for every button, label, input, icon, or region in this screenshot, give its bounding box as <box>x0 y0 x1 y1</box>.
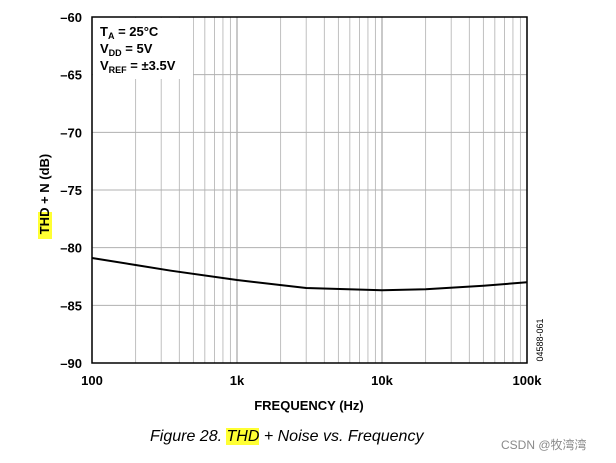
caption-highlight: THD <box>226 428 260 445</box>
y-tick-labels: –60 –65 –70 –75 –80 –85 –90 <box>60 10 82 371</box>
caption-suffix: + Noise vs. Frequency <box>259 428 424 445</box>
y-tick-label: –75 <box>60 183 82 198</box>
x-tick-label: 100k <box>513 373 543 388</box>
y-axis-title-rest: + N (dB) <box>37 154 52 208</box>
series-line <box>91 257 528 292</box>
x-tick-label: 1k <box>230 373 245 388</box>
conditions-background <box>93 18 193 79</box>
y-axis-title-highlight-text: THD <box>37 208 52 235</box>
figure-caption: Figure 28. THD + Noise vs. Frequency <box>150 428 423 446</box>
condition-vdd: VDD = 5V <box>100 41 153 58</box>
x-tick-labels: 100 1k 10k 100k <box>81 373 542 388</box>
condition-ta: TA = 25°C <box>100 24 159 41</box>
plot-frame <box>91 16 528 364</box>
svg-text:THD + N (dB): THD + N (dB) <box>37 154 52 235</box>
y-tick-label: –60 <box>60 10 82 25</box>
conditions-box: TA = 25°C VDD = 5V VREF = ±3.5V <box>93 18 193 79</box>
y-tick-label: –65 <box>60 68 82 83</box>
y-axis-title: THD + N (dB) <box>37 154 52 239</box>
caption-prefix: Figure 28. <box>150 428 227 445</box>
y-axis-title-highlight <box>38 212 52 239</box>
watermark: CSDN @牧湾湾 <box>501 438 587 452</box>
thd-noise-chart: –60 –65 –70 –75 –80 –85 –90 100 1k 10k 100k TA = … <box>37 10 545 413</box>
y-tick-label: –80 <box>60 241 82 256</box>
doc-number: 04588-061 <box>535 318 545 361</box>
x-tick-label: 100 <box>81 373 103 388</box>
x-axis-title: FREQUENCY (Hz) <box>254 398 364 413</box>
condition-vref: VREF = ±3.5V <box>100 58 176 75</box>
y-tick-label: –85 <box>60 298 82 313</box>
y-tick-label: –90 <box>60 356 82 371</box>
y-tick-label: –70 <box>60 125 82 140</box>
x-tick-label: 10k <box>371 373 393 388</box>
